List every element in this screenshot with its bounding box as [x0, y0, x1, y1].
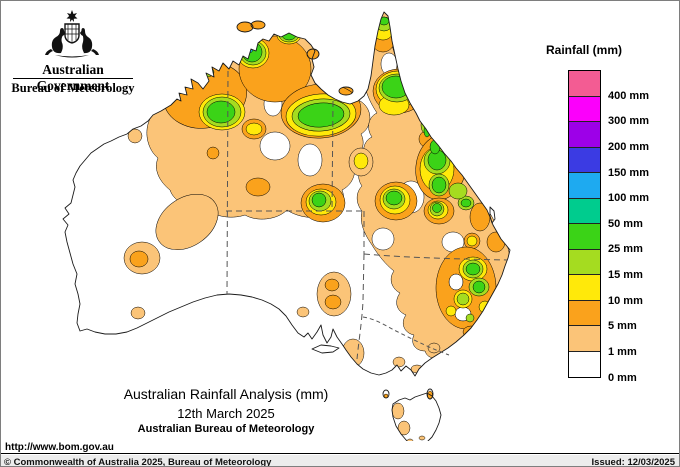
legend-cell-0: [569, 351, 600, 377]
legend-label-5: 5 mm: [608, 320, 637, 332]
map-agency: Australian Bureau of Meteorology: [137, 423, 315, 435]
legend-label-15: 15 mm: [608, 269, 643, 281]
government-label: Australian Government: [36, 62, 110, 93]
legend-color-scale: [568, 70, 601, 378]
map-date: 12th March 2025: [177, 406, 275, 421]
legend-label-0: 0 mm: [608, 372, 637, 384]
legend-cell-25: [569, 224, 600, 250]
legend-cell-100: [569, 173, 600, 199]
legend-label-400: 400 mm: [608, 90, 649, 102]
legend-cell-200: [569, 122, 600, 148]
legend-label-50: 50 mm: [608, 218, 643, 230]
coastline: [62, 11, 511, 441]
copyright-text: © Commonwealth of Australia 2025, Bureau…: [4, 457, 272, 467]
legend-cell-1: [569, 326, 600, 352]
map-title: Australian Rainfall Analysis (mm): [123, 386, 329, 402]
coat-of-arms: [45, 10, 99, 58]
state-borders: [226, 70, 508, 360]
bom-url: http://www.bom.gov.au: [5, 442, 114, 453]
legend-label-1: 1 mm: [608, 346, 637, 358]
rainfall-contours: [123, 12, 510, 441]
legend-cell-10: [569, 275, 600, 301]
footer-divider: [1, 453, 679, 454]
legend-cell-300: [569, 96, 600, 122]
legend-label-200: 200 mm: [608, 141, 649, 153]
branding-divider: [13, 78, 133, 79]
legend-label-300: 300 mm: [608, 115, 649, 127]
legend-label-25: 25 mm: [608, 243, 643, 255]
footer-bar: [1, 455, 679, 466]
legend-cell-15: [569, 249, 600, 275]
issued-timestamp: Issued: 12/03/2025: [591, 457, 675, 467]
legend-label-10: 10 mm: [608, 295, 643, 307]
legend-label-100: 100 mm: [608, 192, 649, 204]
legend-cell-400: [569, 71, 600, 97]
bureau-label: Bureau of Meteorology: [11, 81, 135, 95]
legend-cell-150: [569, 147, 600, 173]
legend-cell-5: [569, 300, 600, 326]
australia-rainfall-map: [62, 11, 511, 441]
legend-title: Rainfall (mm): [546, 43, 623, 57]
legend-label-150: 150 mm: [608, 167, 649, 179]
legend-cell-50: [569, 198, 600, 224]
